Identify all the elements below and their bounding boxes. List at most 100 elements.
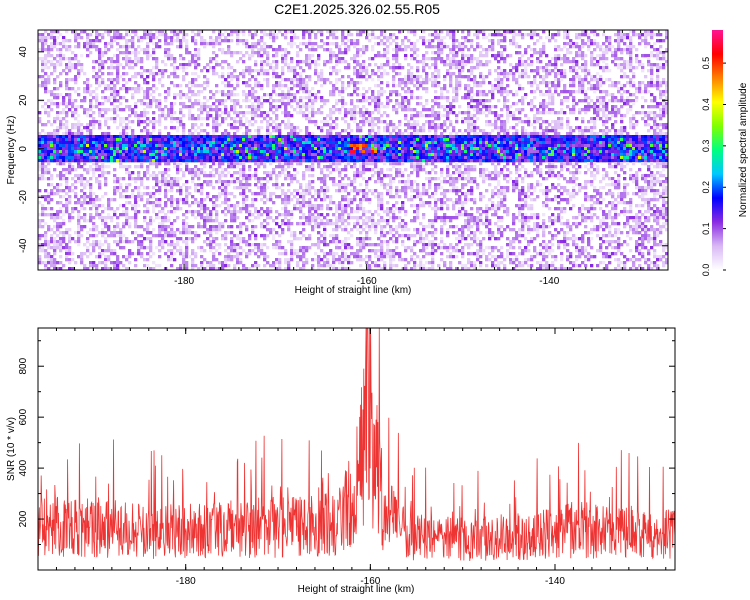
heatmap-cell <box>83 147 87 151</box>
heatmap-cell <box>593 111 597 115</box>
heatmap-cell <box>653 132 657 136</box>
heatmap-cell <box>593 30 597 34</box>
heatmap-cell <box>569 84 573 88</box>
heatmap-cell <box>371 90 375 94</box>
heatmap-cell <box>548 123 552 127</box>
heatmap-cell <box>494 54 498 58</box>
heatmap-cell <box>335 54 339 58</box>
heatmap-cell <box>602 150 606 154</box>
heatmap-cell <box>221 72 225 76</box>
heatmap-cell <box>149 135 153 139</box>
heatmap-cell <box>557 78 561 82</box>
heatmap-cell <box>632 138 636 142</box>
heatmap-cell <box>38 36 42 40</box>
heatmap-cell <box>617 111 621 115</box>
heatmap-cell <box>218 108 222 112</box>
heatmap-cell <box>581 87 585 91</box>
heatmap-cell <box>539 117 543 121</box>
heatmap-cell <box>452 60 456 64</box>
heatmap-cell <box>425 102 429 106</box>
heatmap-cell <box>563 60 567 64</box>
heatmap-cell <box>632 141 636 145</box>
heatmap-cell <box>473 120 477 124</box>
heatmap-cell <box>107 30 111 34</box>
heatmap-cell <box>200 111 204 115</box>
heatmap-cell <box>173 69 177 73</box>
heatmap-cell <box>572 42 576 46</box>
heatmap-cell <box>224 30 228 34</box>
heatmap-cell <box>230 99 234 103</box>
heatmap-cell <box>455 132 459 136</box>
heatmap-cell <box>590 141 594 145</box>
heatmap-cell <box>164 114 168 118</box>
heatmap-cell <box>638 81 642 85</box>
heatmap-cell <box>311 99 315 103</box>
heatmap-cell <box>125 132 129 136</box>
heatmap-cell <box>110 57 114 61</box>
heatmap-cell <box>644 114 648 118</box>
heatmap-cell <box>197 75 201 79</box>
heatmap-cell <box>146 129 150 133</box>
heatmap-cell <box>98 150 102 154</box>
heatmap-cell <box>230 150 234 154</box>
heatmap-cell <box>404 90 408 94</box>
heatmap-cell <box>644 54 648 58</box>
heatmap-cell <box>428 147 432 151</box>
heatmap-cell <box>134 114 138 118</box>
heatmap-cell <box>650 144 654 148</box>
heatmap-cell <box>137 51 141 55</box>
heatmap-cell <box>539 150 543 154</box>
heatmap-cell <box>527 81 531 85</box>
heatmap-cell <box>188 129 192 133</box>
heatmap-cell <box>290 153 294 157</box>
heatmap-cell <box>257 135 261 139</box>
heatmap-cell <box>476 108 480 112</box>
heatmap-cell <box>602 90 606 94</box>
heatmap-cell <box>428 78 432 82</box>
heatmap-cell <box>512 150 516 154</box>
heatmap-cell <box>266 150 270 154</box>
heatmap-cell <box>38 33 42 37</box>
heatmap-cell <box>575 141 579 145</box>
heatmap-cell <box>305 90 309 94</box>
heatmap-cell <box>155 105 159 109</box>
heatmap-cell <box>566 144 570 148</box>
heatmap-cell <box>341 36 345 40</box>
heatmap-cell <box>182 135 186 139</box>
heatmap-cell <box>107 138 111 142</box>
heatmap-cell <box>65 132 69 136</box>
heatmap-cell <box>563 111 567 115</box>
heatmap-cell <box>191 132 195 136</box>
heatmap-cell <box>221 99 225 103</box>
heatmap-cell <box>365 78 369 82</box>
heatmap-cell <box>80 63 84 67</box>
heatmap-cell <box>620 66 624 70</box>
heatmap-cell <box>593 123 597 127</box>
heatmap-cell <box>590 42 594 46</box>
heatmap-cell <box>173 72 177 76</box>
heatmap-cell <box>386 138 390 142</box>
heatmap-cell <box>77 138 81 142</box>
heatmap-cell <box>386 36 390 40</box>
heatmap-cell <box>314 69 318 73</box>
heatmap-cell <box>629 69 633 73</box>
heatmap-cell <box>125 57 129 61</box>
heatmap-cell <box>446 54 450 58</box>
heatmap-cell <box>116 75 120 79</box>
heatmap-cell <box>407 99 411 103</box>
heatmap-cell <box>260 54 264 58</box>
heatmap-cell <box>548 150 552 154</box>
heatmap-cell <box>644 144 648 148</box>
heatmap-cell <box>530 60 534 64</box>
heatmap-cell <box>440 48 444 52</box>
heatmap-cell <box>659 66 663 70</box>
heatmap-cell <box>485 99 489 103</box>
heatmap-cell <box>302 153 306 157</box>
heatmap-cell <box>512 138 516 142</box>
heatmap-cell <box>326 114 330 118</box>
heatmap-cell <box>509 105 513 109</box>
heatmap-cell <box>419 126 423 130</box>
heatmap-cell <box>113 54 117 58</box>
heatmap-cell <box>230 84 234 88</box>
heatmap-cell <box>242 135 246 139</box>
